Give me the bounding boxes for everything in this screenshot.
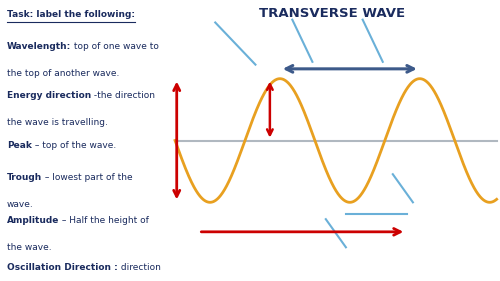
Text: top of one wave to: top of one wave to (71, 42, 159, 51)
Text: wave.: wave. (7, 200, 34, 209)
Text: Energy direction: Energy direction (7, 91, 91, 100)
Text: – Half the height of: – Half the height of (60, 216, 149, 225)
Text: Task: label the following:: Task: label the following: (7, 10, 135, 19)
Text: the wave is travelling.: the wave is travelling. (7, 118, 108, 127)
Text: -the direction: -the direction (91, 91, 155, 100)
Text: – top of the wave.: – top of the wave. (32, 140, 116, 149)
Text: the top of another wave.: the top of another wave. (7, 69, 119, 78)
Text: the wave.: the wave. (7, 243, 52, 252)
Text: Wavelength:: Wavelength: (7, 42, 71, 51)
Text: Oscillation Direction :: Oscillation Direction : (7, 263, 117, 272)
Text: Amplitude: Amplitude (7, 216, 60, 225)
Text: TRANSVERSE WAVE: TRANSVERSE WAVE (260, 7, 406, 20)
Text: Trough: Trough (7, 173, 42, 182)
Text: – lowest part of the: – lowest part of the (42, 173, 133, 182)
Text: direction: direction (118, 263, 160, 272)
Text: Peak: Peak (7, 140, 32, 149)
